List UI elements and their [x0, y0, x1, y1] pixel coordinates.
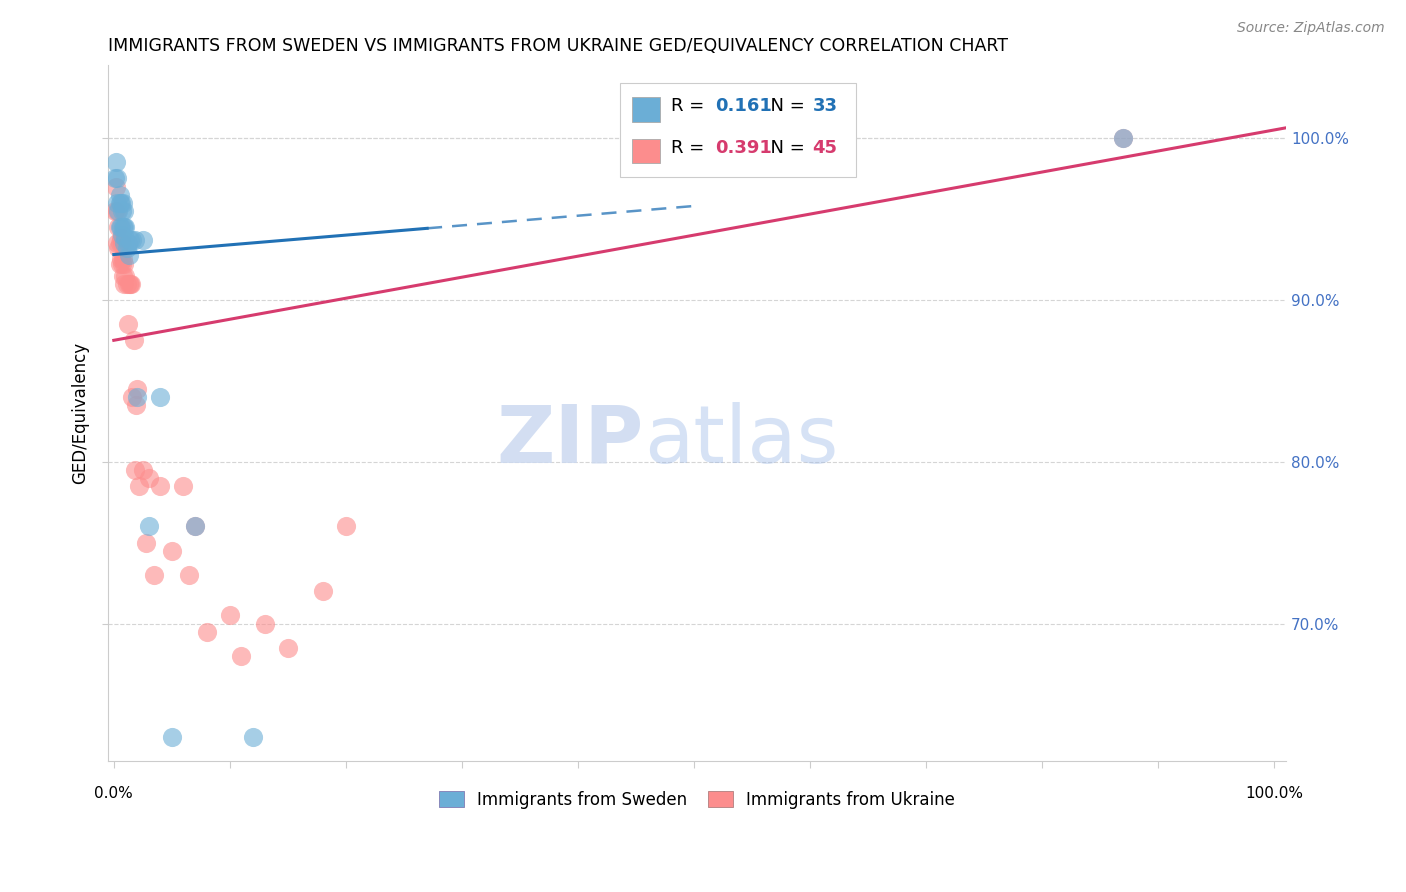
Point: [111, 236, 134, 251]
Point: [111, 203, 134, 218]
Point: [149, 479, 172, 493]
Text: 100.0%: 100.0%: [1246, 786, 1303, 801]
Text: Source: ZipAtlas.com: Source: ZipAtlas.com: [1237, 21, 1385, 35]
Text: ZIP: ZIP: [496, 402, 644, 480]
Point: [107, 220, 129, 235]
Point: [110, 195, 132, 210]
Point: [104, 171, 127, 186]
Point: [122, 334, 145, 348]
Point: [105, 155, 128, 169]
Point: [111, 228, 134, 243]
Point: [108, 187, 131, 202]
Point: [138, 519, 160, 533]
Point: [132, 233, 155, 247]
Point: [125, 382, 148, 396]
Point: [108, 195, 131, 210]
Point: [179, 568, 201, 582]
Text: 45: 45: [813, 139, 838, 157]
Point: [111, 257, 134, 271]
Text: 33: 33: [813, 97, 838, 115]
Point: [112, 220, 135, 235]
Point: [138, 471, 160, 485]
Point: [125, 390, 148, 404]
Point: [114, 220, 136, 235]
Point: [108, 257, 131, 271]
Point: [112, 257, 135, 271]
Bar: [633, 97, 661, 121]
Point: [172, 479, 194, 493]
Legend: Immigrants from Sweden, Immigrants from Ukraine: Immigrants from Sweden, Immigrants from …: [433, 784, 962, 815]
Point: [110, 231, 132, 245]
Point: [115, 277, 138, 291]
Point: [112, 220, 135, 235]
Point: [121, 233, 143, 247]
Point: [124, 463, 146, 477]
Point: [195, 624, 218, 639]
Point: [132, 463, 155, 477]
Point: [160, 730, 183, 744]
Point: [149, 390, 172, 404]
Point: [160, 543, 183, 558]
Text: 0.161: 0.161: [714, 97, 772, 115]
Point: [184, 519, 207, 533]
Point: [1112, 131, 1135, 145]
Point: [118, 247, 141, 261]
Point: [135, 535, 157, 549]
Point: [128, 479, 150, 493]
Bar: [620, 83, 856, 177]
Text: R =: R =: [671, 139, 710, 157]
Point: [242, 730, 264, 744]
Point: [112, 277, 135, 291]
Text: 0.391: 0.391: [714, 139, 772, 157]
Text: IMMIGRANTS FROM SWEDEN VS IMMIGRANTS FROM UKRAINE GED/EQUIVALENCY CORRELATION CH: IMMIGRANTS FROM SWEDEN VS IMMIGRANTS FRO…: [108, 37, 1008, 55]
Point: [108, 220, 131, 235]
Point: [231, 648, 253, 663]
Text: atlas: atlas: [644, 402, 838, 480]
Point: [114, 268, 136, 283]
Point: [112, 203, 135, 218]
Bar: [633, 139, 661, 163]
Point: [115, 241, 138, 255]
Point: [143, 568, 166, 582]
Text: N =: N =: [759, 139, 811, 157]
Point: [277, 640, 299, 655]
Point: [335, 519, 357, 533]
Point: [107, 241, 129, 255]
Point: [105, 236, 128, 251]
Point: [1112, 131, 1135, 145]
Point: [110, 220, 132, 235]
Point: [218, 608, 240, 623]
Point: [312, 584, 335, 599]
Text: R =: R =: [671, 97, 710, 115]
Point: [110, 252, 132, 267]
Point: [104, 203, 127, 218]
Point: [253, 616, 276, 631]
Point: [120, 277, 142, 291]
Y-axis label: GED/Equivalency: GED/Equivalency: [72, 342, 89, 484]
Point: [105, 195, 128, 210]
Text: 0.0%: 0.0%: [94, 786, 134, 801]
Point: [107, 203, 129, 218]
Point: [121, 390, 143, 404]
Point: [105, 179, 128, 194]
Point: [118, 277, 141, 291]
Point: [112, 236, 135, 251]
Point: [184, 519, 207, 533]
Point: [112, 195, 135, 210]
Text: N =: N =: [759, 97, 811, 115]
Point: [114, 231, 136, 245]
Point: [105, 203, 128, 218]
Point: [117, 236, 139, 251]
Point: [118, 233, 141, 247]
Point: [117, 317, 139, 331]
Point: [124, 233, 146, 247]
Point: [105, 171, 128, 186]
Point: [118, 277, 141, 291]
Point: [125, 398, 148, 412]
Point: [112, 252, 135, 267]
Point: [112, 268, 135, 283]
Point: [108, 236, 131, 251]
